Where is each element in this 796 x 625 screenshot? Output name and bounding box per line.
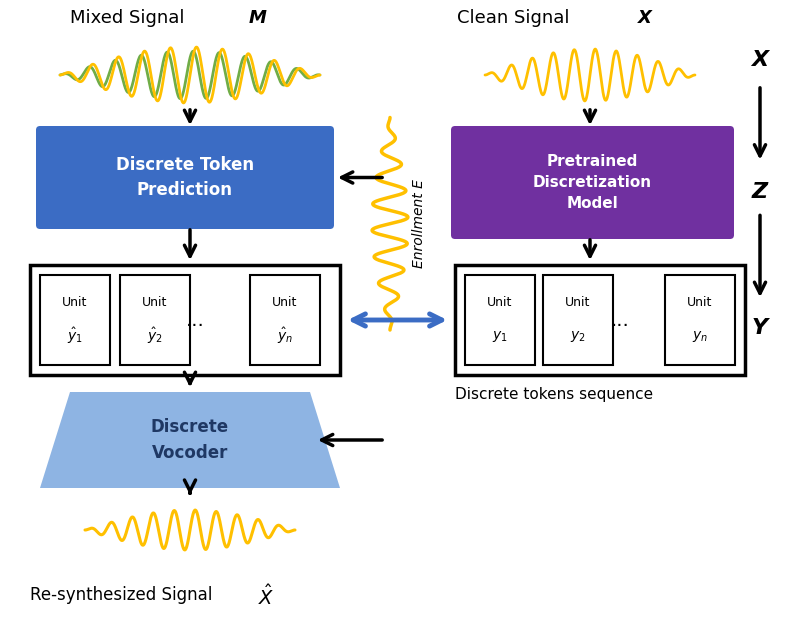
Text: Mixed Signal: Mixed Signal [70, 9, 190, 27]
Text: Unit: Unit [272, 296, 298, 309]
Text: X: X [751, 50, 769, 70]
Text: M: M [249, 9, 267, 27]
Text: $y_2$: $y_2$ [570, 329, 586, 344]
Text: $\hat{y}_n$: $\hat{y}_n$ [277, 326, 293, 346]
Text: Enrollment E: Enrollment E [412, 179, 426, 268]
Text: Unit: Unit [62, 296, 88, 309]
Bar [665, 275, 735, 365]
Bar [120, 275, 190, 365]
Text: Unit: Unit [687, 296, 712, 309]
Text: Unit: Unit [142, 296, 168, 309]
Text: Discrete
Vocoder: Discrete Vocoder [151, 419, 229, 461]
Bar [30, 265, 340, 375]
Text: Discrete Token
Prediction: Discrete Token Prediction [116, 156, 254, 199]
Text: Y: Y [752, 318, 768, 338]
Text: Unit: Unit [565, 296, 591, 309]
Text: $y_n$: $y_n$ [692, 329, 708, 344]
Text: $y_1$: $y_1$ [492, 329, 508, 344]
Text: Unit: Unit [487, 296, 513, 309]
Text: Discrete tokens sequence: Discrete tokens sequence [455, 387, 654, 402]
Bar [40, 275, 110, 365]
Text: Z: Z [752, 182, 768, 203]
Text: ...: ... [185, 311, 205, 329]
Bar [465, 275, 535, 365]
Bar [250, 275, 320, 365]
FancyBboxPatch shape [36, 126, 334, 229]
Text: Pretrained
Discretization
Model: Pretrained Discretization Model [533, 154, 652, 211]
Text: Clean Signal: Clean Signal [457, 9, 575, 27]
Polygon shape [40, 392, 340, 488]
Text: $\hat{X}$: $\hat{X}$ [258, 584, 275, 609]
Text: X: X [638, 9, 652, 27]
Bar [543, 275, 613, 365]
Bar [455, 265, 745, 375]
Text: Re-synthesized Signal: Re-synthesized Signal [30, 586, 217, 604]
FancyBboxPatch shape [451, 126, 734, 239]
Text: $\hat{y}_2$: $\hat{y}_2$ [147, 326, 163, 346]
Text: ...: ... [611, 311, 630, 329]
Text: $\hat{y}_1$: $\hat{y}_1$ [67, 326, 83, 346]
